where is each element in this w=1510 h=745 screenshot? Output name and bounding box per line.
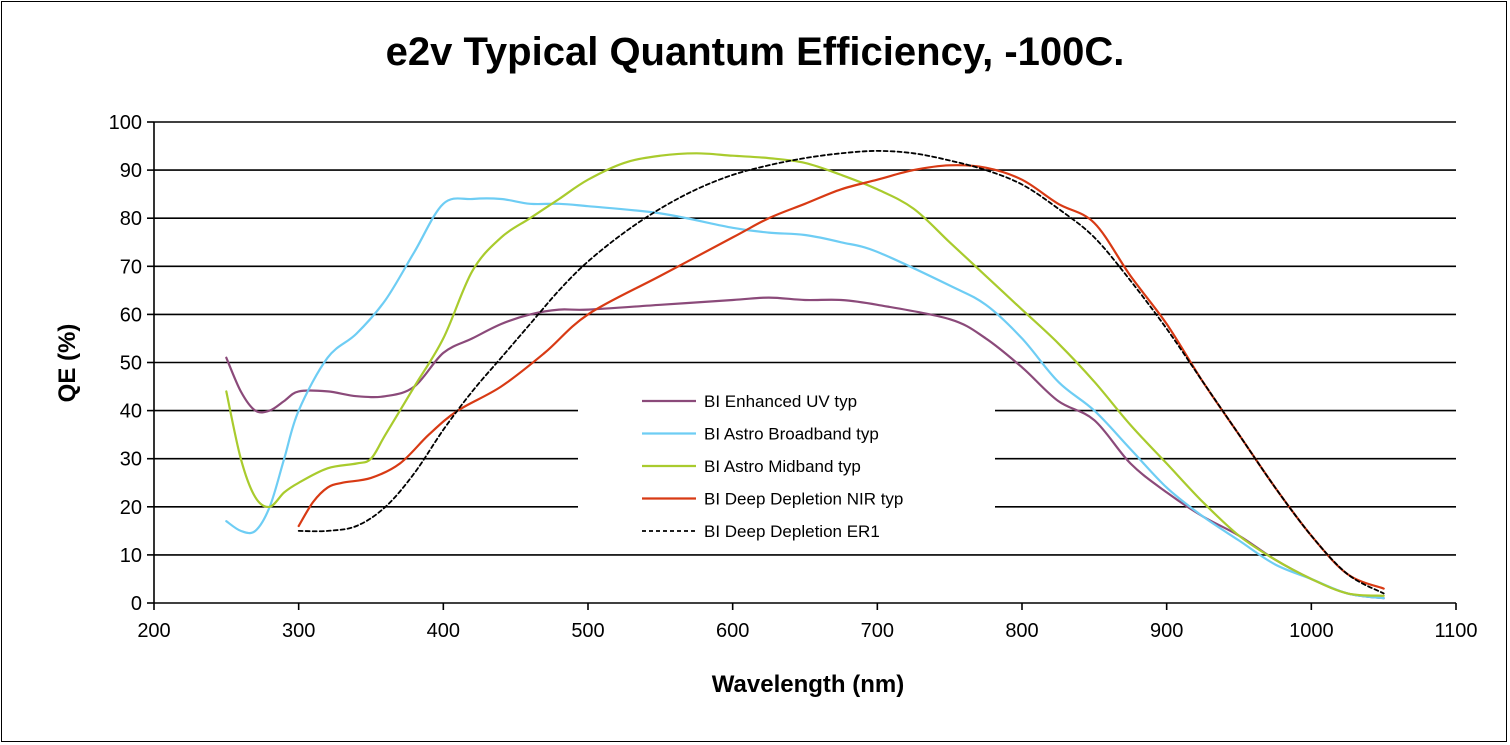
- y-tick-label: 0: [131, 593, 142, 615]
- x-tick-label: 400: [427, 620, 460, 642]
- y-tick-label: 90: [120, 160, 142, 182]
- series-line-2: [225, 197, 1385, 600]
- y-tick-label: 50: [120, 353, 142, 375]
- y-tick-label: 20: [120, 497, 142, 519]
- y-tick-label: 100: [109, 112, 142, 134]
- x-axis-title: Wavelength (nm): [712, 671, 904, 698]
- y-tick-label: 30: [120, 449, 142, 471]
- legend-label: BI Deep Depletion NIR typ: [704, 490, 903, 509]
- x-tick-label: 200: [137, 620, 170, 642]
- y-tick-label: 10: [120, 545, 142, 567]
- y-tick-label: 70: [120, 256, 142, 278]
- x-tick-label: 1100: [1434, 620, 1477, 642]
- x-tick-label: 1000: [1289, 620, 1334, 642]
- y-tick-label: 60: [120, 304, 142, 326]
- chart-title: e2v Typical Quantum Efficiency, -100C.: [385, 30, 1125, 74]
- legend-label: BI Astro Broadband typ: [704, 425, 879, 444]
- series-line-5: [297, 150, 1385, 595]
- x-tick-label: 700: [861, 620, 894, 642]
- x-tick-label: 900: [1150, 620, 1183, 642]
- y-tick-label: 80: [120, 208, 142, 230]
- legend-label: BI Deep Depletion ER1: [704, 522, 880, 541]
- x-tick-label: 600: [716, 620, 749, 642]
- series-line-3: [225, 152, 1385, 597]
- y-axis-title: QE (%): [54, 324, 81, 403]
- legend-label: BI Astro Midband typ: [704, 457, 861, 476]
- x-tick-label: 800: [1005, 620, 1038, 642]
- x-tick-label: 300: [282, 620, 315, 642]
- gridlines: [154, 121, 1456, 556]
- legend-label: BI Enhanced UV typ: [704, 392, 857, 411]
- x-tick-label: 500: [571, 620, 604, 642]
- legend: BI Enhanced UV typ BI Astro Broadband typ…: [642, 392, 903, 541]
- tick-labels: 0 10 20 30 40 50 60 70 80 90 100 200 300 400 500 600 700…: [109, 112, 1478, 642]
- y-tick-label: 40: [120, 401, 142, 423]
- series-lines: [225, 150, 1385, 600]
- series-line-1: [225, 296, 1385, 600]
